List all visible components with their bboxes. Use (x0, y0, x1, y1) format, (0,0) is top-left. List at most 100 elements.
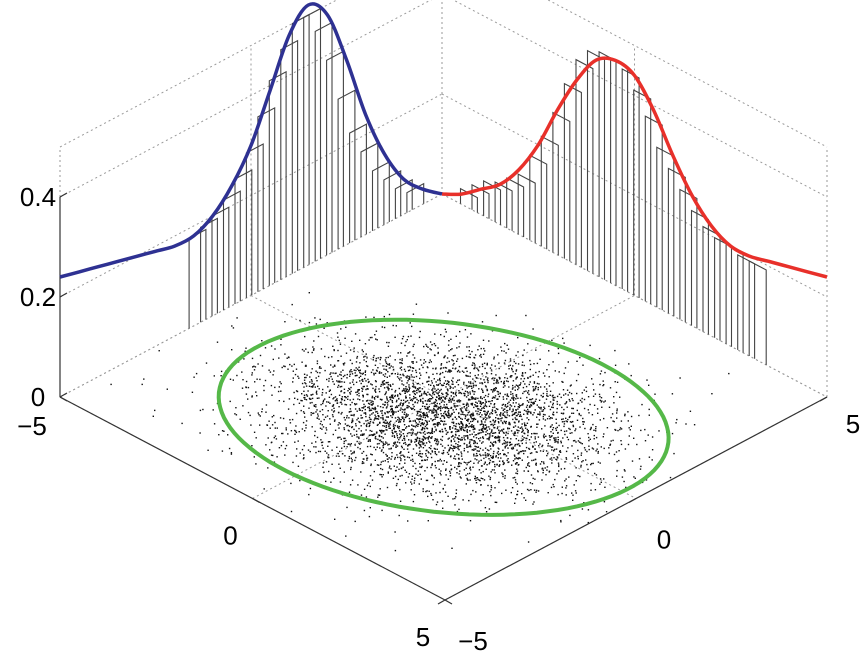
scatter-point (489, 445, 491, 447)
scatter-point (401, 405, 404, 407)
scatter-point (348, 457, 350, 460)
scatter-point (427, 436, 430, 438)
scatter-point (577, 449, 579, 452)
scatter-point (613, 420, 615, 423)
scatter-point (421, 422, 423, 424)
scatter-point (380, 441, 382, 443)
scatter-point (463, 403, 465, 405)
scatter-point (419, 408, 421, 411)
scatter-point (474, 475, 476, 478)
scatter-point (386, 406, 388, 408)
histogram-bar (337, 89, 356, 250)
scatter-point (481, 382, 483, 385)
scatter-point (413, 397, 416, 399)
scatter-point (544, 407, 546, 410)
scatter-point (454, 354, 456, 357)
scatter-point (475, 434, 478, 436)
scatter-point (367, 393, 369, 396)
scatter-point (549, 401, 552, 403)
scatter-point (475, 479, 477, 481)
scatter-point (533, 432, 535, 435)
scatter-point (452, 377, 454, 379)
scatter-point (429, 394, 432, 396)
scatter-point (366, 459, 368, 461)
scatter-point (431, 430, 433, 433)
scatter-point (482, 406, 484, 409)
scatter-point (437, 383, 440, 386)
scatter-point (560, 442, 562, 444)
scatter-point (486, 417, 488, 419)
scatter-point (415, 467, 417, 470)
scatter-point (486, 464, 488, 466)
scatter-point (501, 472, 503, 474)
scatter-point (259, 378, 261, 381)
scatter-point (396, 454, 398, 456)
scatter-point (566, 406, 568, 408)
scatter-point (447, 390, 449, 392)
scatter-point (312, 349, 315, 351)
scatter-point (543, 436, 545, 438)
scatter-point (484, 447, 487, 449)
scatter-point (417, 425, 419, 427)
scatter-point (484, 381, 486, 383)
scatter-point (523, 364, 525, 367)
scatter-point (497, 408, 499, 411)
scatter-point (466, 446, 468, 448)
scatter-point (199, 409, 202, 412)
scatter-point (355, 456, 357, 459)
scatter-point (426, 394, 428, 396)
scatter-point (336, 446, 338, 448)
scatter-point (273, 414, 275, 417)
scatter-point (434, 423, 436, 426)
scatter-point (330, 364, 332, 366)
scatter-point (507, 447, 509, 449)
scatter-point (443, 416, 446, 418)
scatter-point (481, 397, 483, 400)
scatter-point (467, 405, 470, 407)
scatter-point (387, 444, 389, 446)
scatter-point (550, 417, 552, 419)
scatter-point (490, 485, 492, 487)
scatter-point (281, 366, 283, 369)
scatter-point (522, 438, 524, 441)
scatter-point (321, 428, 323, 430)
scatter-point (586, 463, 588, 466)
scatter-point (526, 428, 528, 431)
scatter-point (352, 398, 355, 401)
scatter-point (501, 407, 503, 409)
scatter-point (471, 396, 473, 398)
scatter-point (358, 395, 360, 397)
scatter-point (520, 415, 522, 418)
scatter-point (396, 482, 398, 485)
scatter-point (274, 348, 276, 350)
scatter-point (592, 395, 595, 397)
scatter-point (284, 353, 286, 355)
scatter-point (368, 515, 371, 518)
scatter-point (524, 425, 526, 427)
scatter-point (370, 383, 372, 385)
scatter-point (436, 412, 438, 414)
scatter-point (458, 508, 460, 511)
scatter-point (384, 373, 387, 375)
scatter-point (364, 355, 366, 358)
scatter-point (599, 373, 602, 375)
scatter-point (448, 399, 451, 402)
scatter-point (517, 388, 519, 391)
scatter-point (560, 440, 562, 442)
scatter-point (512, 397, 514, 399)
scatter-point (530, 426, 532, 428)
scatter-point (327, 441, 330, 443)
scatter-point (482, 441, 484, 443)
scatter-point (430, 466, 432, 469)
scatter-point (349, 371, 351, 373)
scatter-point (604, 486, 606, 488)
scatter-point (416, 389, 418, 392)
scatter-point (368, 482, 370, 484)
scatter-point (436, 392, 438, 394)
scatter-point (445, 433, 448, 435)
scatter-point (389, 465, 391, 467)
scatter-point (423, 362, 425, 364)
scatter-point (455, 418, 458, 420)
scatter-point (449, 426, 451, 428)
scatter-point (361, 452, 363, 454)
